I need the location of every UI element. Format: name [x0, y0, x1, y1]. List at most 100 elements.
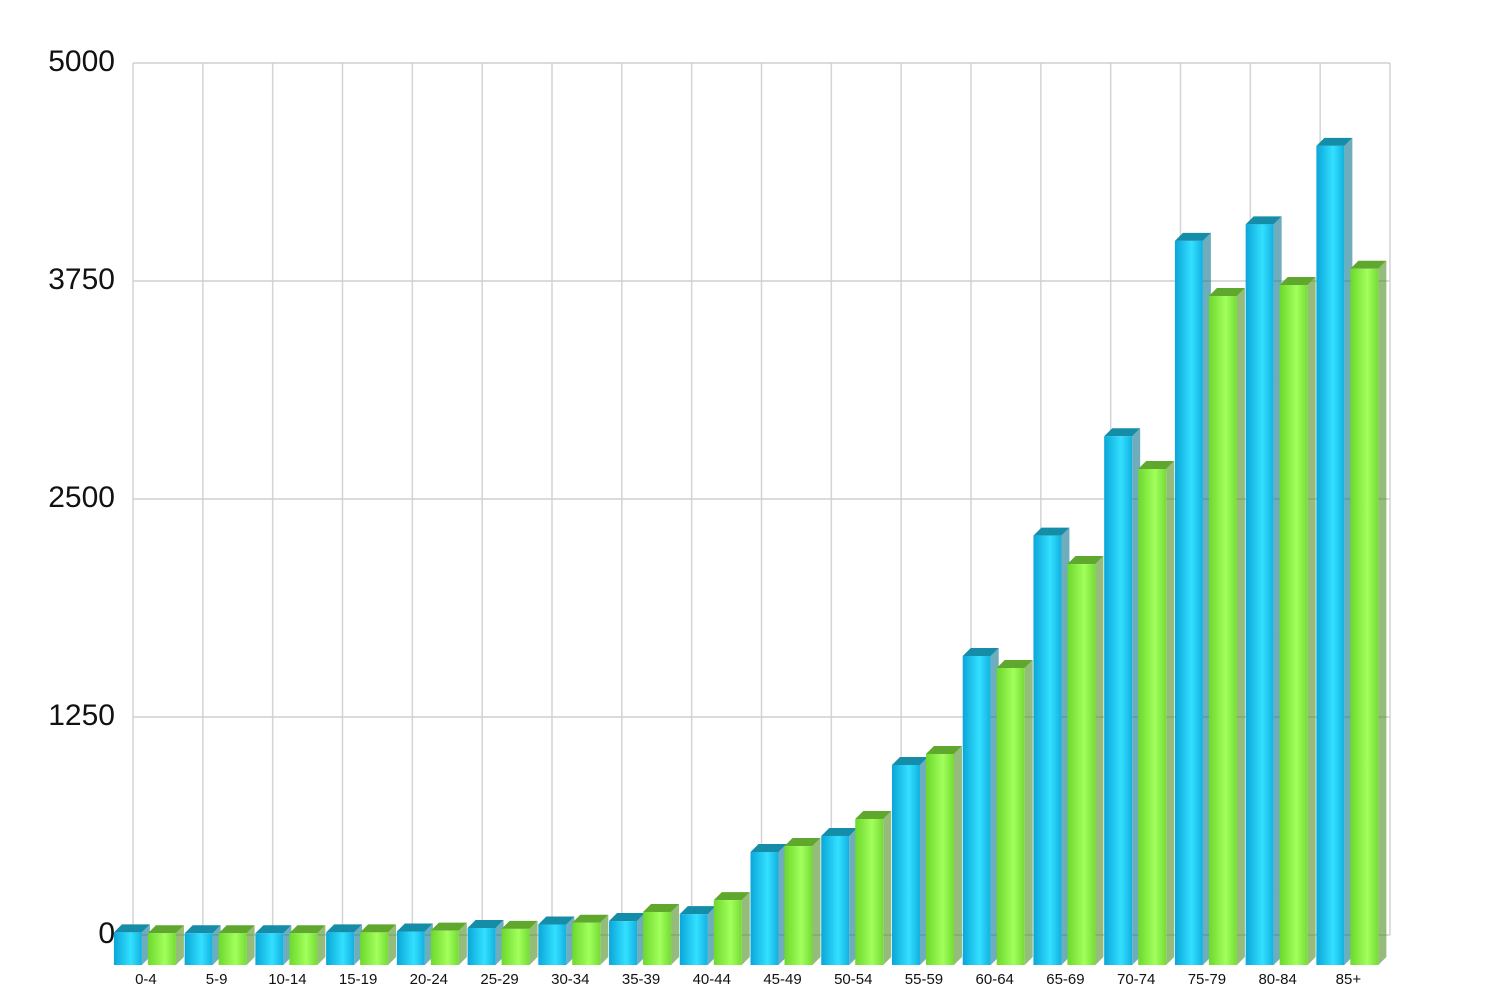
bar-top — [925, 745, 962, 754]
bar-group — [713, 892, 750, 965]
bar-top — [996, 659, 1033, 668]
bar — [855, 819, 884, 965]
bar-group — [1138, 461, 1175, 965]
bar-top — [396, 923, 433, 932]
bar — [1316, 145, 1345, 966]
bar-side — [1307, 277, 1316, 965]
bar-top — [430, 922, 467, 931]
bar — [1033, 535, 1062, 965]
bar-side — [671, 903, 680, 965]
bar-top — [1067, 556, 1104, 565]
bar — [218, 933, 247, 965]
bar — [538, 924, 567, 965]
x-tick-label: 70-74 — [1117, 971, 1155, 988]
bar-top — [467, 920, 504, 929]
bar-top — [289, 925, 326, 934]
bar-top — [679, 906, 716, 915]
bar-group — [996, 659, 1033, 965]
bar-side — [883, 811, 892, 965]
bar — [1350, 268, 1379, 965]
bar-side — [1095, 556, 1104, 965]
bar — [1104, 436, 1133, 965]
bar-side — [1166, 461, 1175, 965]
bar-top — [1316, 137, 1353, 146]
bar-side — [741, 892, 750, 965]
bar-top — [643, 903, 680, 912]
bar-side — [175, 925, 184, 965]
bar-group — [855, 811, 892, 965]
bar-group — [1033, 527, 1070, 965]
bar — [643, 911, 672, 965]
x-tick-label: 10-14 — [268, 971, 306, 988]
bar-group — [430, 922, 467, 965]
bar — [1279, 285, 1308, 965]
y-tick-label: 1250 — [48, 699, 115, 732]
bar-group — [538, 916, 575, 965]
x-tick-label: 75-79 — [1188, 971, 1226, 988]
bar — [467, 928, 496, 965]
bar-side — [600, 914, 609, 965]
bar-top — [255, 925, 292, 934]
bar — [1208, 295, 1237, 965]
bar — [430, 930, 459, 965]
bar — [821, 835, 850, 965]
bar — [1174, 240, 1203, 965]
bar-group — [750, 843, 787, 965]
bar — [925, 753, 954, 965]
bar-group — [891, 756, 928, 965]
bar-top — [1104, 428, 1141, 437]
bar — [1067, 564, 1096, 965]
y-tick-label: 5000 — [48, 45, 115, 78]
bar-group — [218, 925, 255, 965]
bar-group — [1208, 287, 1245, 965]
bar-top — [1245, 216, 1282, 225]
bar-side — [1236, 287, 1245, 965]
bar-group — [1279, 277, 1316, 965]
bar-top — [147, 925, 184, 934]
bar-group — [360, 924, 397, 965]
bar-side — [388, 924, 397, 965]
y-tick-label: 0 — [98, 917, 115, 950]
bar-group — [1350, 260, 1387, 965]
bar-top — [1208, 287, 1245, 296]
bar-group — [326, 924, 363, 965]
x-tick-label: 80-84 — [1258, 971, 1296, 988]
bar-group — [113, 924, 150, 965]
bar — [996, 667, 1025, 965]
bar — [184, 933, 213, 965]
bar-group — [679, 906, 716, 965]
bar-group — [821, 827, 858, 965]
bar-top — [1033, 527, 1070, 536]
x-tick-label: 85+ — [1336, 971, 1362, 988]
bar-top — [750, 843, 787, 852]
bar-top — [218, 925, 255, 934]
bar-top — [962, 647, 999, 656]
bar — [501, 928, 530, 965]
bar — [1245, 224, 1274, 965]
bar — [255, 933, 284, 965]
bar — [396, 931, 425, 965]
labels: 0 1250 2500 3750 5000 0-4 5-9 10-14 15-19 20-24 25… — [48, 45, 1361, 988]
bar — [326, 932, 355, 965]
bar-group — [255, 925, 292, 965]
x-tick-label: 55-59 — [905, 971, 943, 988]
x-tick-label: 0-4 — [135, 971, 157, 988]
bar-top — [572, 914, 609, 923]
bar-top — [1138, 461, 1175, 470]
bar — [713, 900, 742, 965]
bar-top — [1279, 277, 1316, 286]
x-tick-label: 25-29 — [480, 971, 518, 988]
bar-group — [1067, 556, 1104, 965]
bar-top — [360, 924, 397, 933]
y-tick-label: 2500 — [48, 481, 115, 514]
bar — [784, 846, 813, 965]
bar-top — [891, 756, 928, 765]
bar — [609, 921, 638, 965]
bar — [962, 655, 991, 965]
x-tick-label: 35-39 — [622, 971, 660, 988]
bar-group — [1316, 137, 1353, 966]
bar-top — [609, 913, 646, 922]
x-tick-label: 15-19 — [339, 971, 377, 988]
bar-side — [812, 838, 821, 965]
